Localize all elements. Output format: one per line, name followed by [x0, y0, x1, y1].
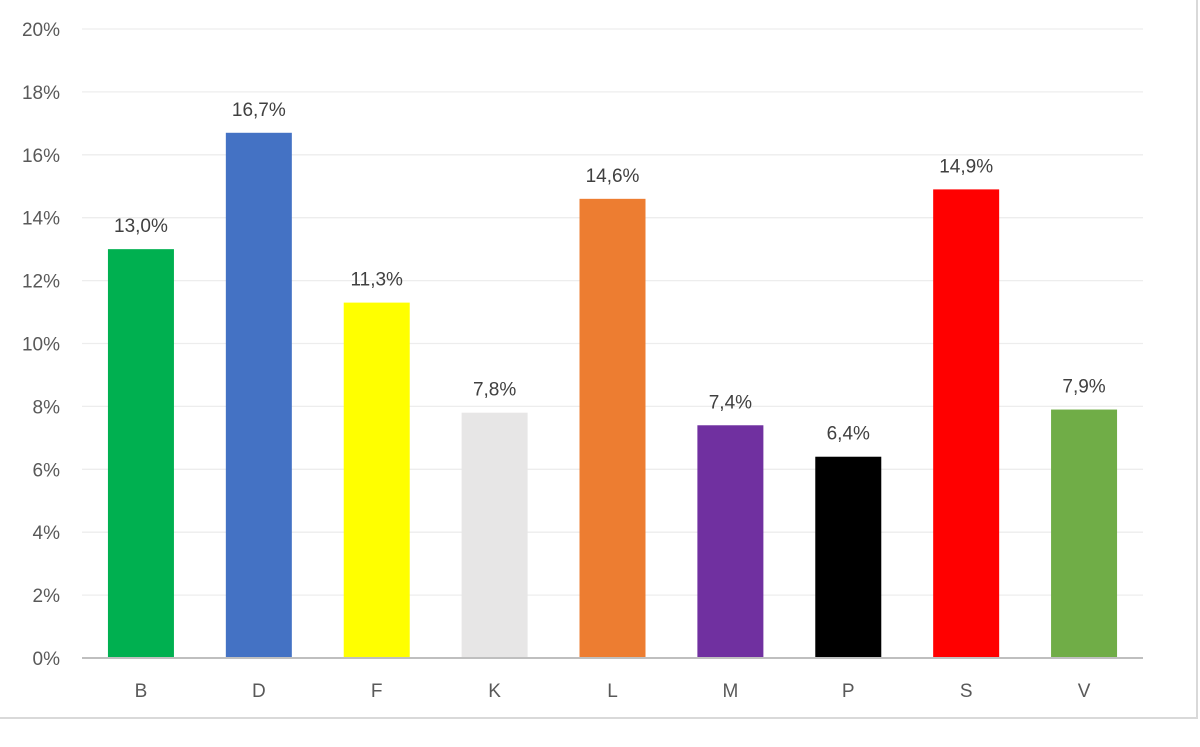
y-tick-label: 6% [33, 460, 61, 481]
bar-b [107, 249, 174, 658]
y-tick-label: 20% [22, 20, 60, 41]
data-labels: 13,0% 16,7% 11,3% 7,8% 14,6% 7,4% 6,4% 14,9% 7,9… [114, 100, 1106, 445]
x-tick-label-k: K [488, 681, 501, 702]
bars [107, 132, 1118, 658]
data-label-l: 14,6% [586, 166, 640, 187]
bar-l [579, 198, 646, 658]
data-label-s: 14,9% [939, 156, 993, 177]
bar-v [1051, 409, 1118, 658]
data-label-d: 16,7% [232, 100, 286, 121]
y-tick-label: 0% [33, 649, 61, 670]
bar-p [815, 456, 882, 658]
bar-m [697, 425, 764, 658]
data-label-v: 7,9% [1062, 377, 1105, 398]
x-tick-label-s: S [960, 681, 973, 702]
data-label-m: 7,4% [709, 392, 752, 413]
y-tick-label: 14% [22, 209, 60, 230]
y-tick-label: 4% [33, 523, 61, 544]
y-tick-label: 16% [22, 146, 60, 167]
x-tick-label-p: P [842, 681, 855, 702]
x-tick-label-l: L [607, 681, 618, 702]
x-tick-label-f: F [371, 681, 383, 702]
x-tick-label-d: D [252, 681, 266, 702]
y-tick-label: 12% [22, 272, 60, 293]
y-tick-label: 8% [33, 397, 61, 418]
x-tick-label-v: V [1078, 681, 1091, 702]
bar-k [461, 412, 528, 658]
y-axis-tick-labels: 0% 2% 4% 6% 8% 10% 12% 14% 16% 18% 20% [22, 20, 60, 670]
data-label-p: 6,4% [827, 424, 870, 445]
data-label-b: 13,0% [114, 216, 168, 237]
bar-f [343, 302, 410, 658]
y-tick-label: 18% [22, 83, 60, 104]
data-label-f: 11,3% [350, 270, 403, 291]
bar-s [933, 189, 1000, 658]
y-tick-label: 2% [33, 586, 61, 607]
data-label-k: 7,8% [473, 380, 516, 401]
bar-d [225, 132, 292, 658]
x-tick-label-b: B [135, 681, 148, 702]
x-tick-label-m: M [722, 681, 738, 702]
y-tick-label: 10% [22, 335, 60, 356]
